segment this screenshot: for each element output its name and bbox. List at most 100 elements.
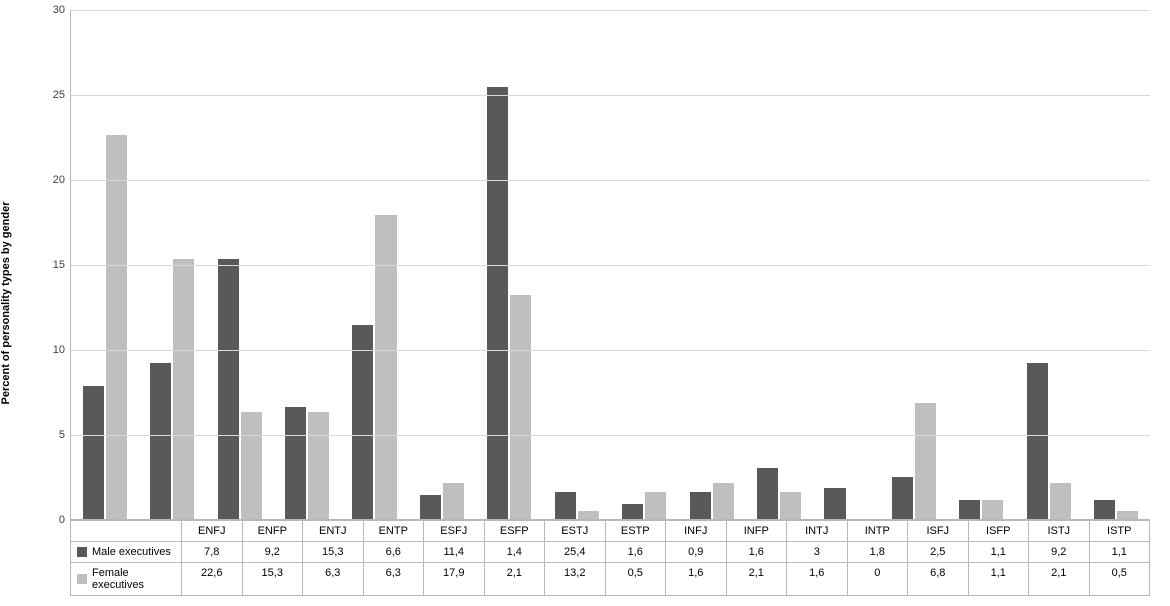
table-value-cell: 0,5 [605, 563, 666, 595]
table-category-cell: ISFJ [907, 521, 968, 541]
bar [285, 407, 306, 519]
bar [578, 511, 599, 520]
table-value-cell: 0,9 [665, 542, 726, 562]
table-category-cell: INFJ [665, 521, 726, 541]
y-axis-label: Percent of personality types by gender [0, 202, 12, 405]
bar [892, 477, 913, 520]
table-category-cell: ISTJ [1028, 521, 1089, 541]
series-name: Male executives [92, 546, 171, 558]
legend-swatch [77, 574, 87, 584]
table-value-cell: 1,6 [605, 542, 666, 562]
table-category-cell: ESTP [605, 521, 666, 541]
y-tick-label: 10 [53, 344, 65, 356]
table-value-cell: 2,1 [726, 563, 787, 595]
gridline [71, 10, 1150, 11]
table-value-cell: 0,5 [1089, 563, 1150, 595]
bar [487, 87, 508, 519]
table-value-cell: 6,8 [907, 563, 968, 595]
table-category-cell: ENTJ [302, 521, 363, 541]
bar [713, 483, 734, 519]
table-value-cell: 1,4 [484, 542, 545, 562]
table-value-cell: 1,6 [665, 563, 726, 595]
table-value-cell: 2,5 [907, 542, 968, 562]
bar [308, 412, 329, 519]
table-category-cell: ISTP [1089, 521, 1150, 541]
bar [915, 403, 936, 519]
table-value-cell: 0 [847, 563, 908, 595]
bar [555, 492, 576, 519]
legend-swatch [77, 547, 87, 557]
gridline [71, 265, 1150, 266]
table-value-cell: 1,1 [1089, 542, 1150, 562]
bar [83, 386, 104, 519]
bar [352, 325, 373, 519]
gridline [71, 180, 1150, 181]
bar [218, 259, 239, 519]
table-row: Female executives22,615,36,36,317,92,113… [71, 562, 1149, 595]
table-category-cell: INTJ [786, 521, 847, 541]
y-tick-label: 30 [53, 4, 65, 16]
table-value-cell: 2,1 [484, 563, 545, 595]
bar [375, 215, 396, 519]
table-category-cell: ENFP [242, 521, 303, 541]
table-series-header: Female executives [71, 563, 181, 595]
table-value-cell: 17,9 [423, 563, 484, 595]
bar [780, 492, 801, 519]
table-category-cell: INFP [726, 521, 787, 541]
table-category-cell: ESTJ [544, 521, 605, 541]
bar [420, 495, 441, 519]
table-value-cell: 9,2 [242, 542, 303, 562]
table-value-cell: 6,6 [363, 542, 424, 562]
table-category-cell: ENTP [363, 521, 424, 541]
bar [690, 492, 711, 519]
bar [959, 500, 980, 519]
bar [757, 468, 778, 519]
table-value-cell: 15,3 [242, 563, 303, 595]
bar [824, 488, 845, 519]
table-value-cell: 2,1 [1028, 563, 1089, 595]
series-name: Female executives [92, 567, 179, 591]
table-category-cell: ENFJ [181, 521, 242, 541]
table-value-cell: 1,1 [968, 563, 1029, 595]
bar [241, 412, 262, 519]
bar [1027, 363, 1048, 519]
table-value-cell: 13,2 [544, 563, 605, 595]
table-category-cell: INTP [847, 521, 908, 541]
gridline [71, 95, 1150, 96]
table-value-cell: 1,1 [968, 542, 1029, 562]
table-value-cell: 3 [786, 542, 847, 562]
bar [1050, 483, 1071, 519]
y-tick-label: 5 [59, 429, 65, 441]
y-tick-label: 25 [53, 89, 65, 101]
table-category-cell: ESFJ [423, 521, 484, 541]
y-tick-label: 20 [53, 174, 65, 186]
y-tick-label: 15 [53, 259, 65, 271]
bar [1117, 511, 1138, 520]
table-value-cell: 6,3 [302, 563, 363, 595]
table-value-cell: 7,8 [181, 542, 242, 562]
bar [173, 259, 194, 519]
table-row: Male executives7,89,215,36,611,41,425,41… [71, 541, 1149, 562]
table-corner-cell [71, 521, 181, 541]
bar [1094, 500, 1115, 519]
chart-container: Percent of personality types by gender 0… [0, 0, 1170, 606]
bar [106, 135, 127, 519]
table-value-cell: 9,2 [1028, 542, 1089, 562]
bar [982, 500, 1003, 519]
table-value-cell: 25,4 [544, 542, 605, 562]
table-category-cell: ISFP [968, 521, 1029, 541]
table-value-cell: 22,6 [181, 563, 242, 595]
table-value-cell: 1,8 [847, 542, 908, 562]
table-value-cell: 15,3 [302, 542, 363, 562]
table-value-cell: 1,6 [786, 563, 847, 595]
gridline [71, 435, 1150, 436]
table-value-cell: 11,4 [423, 542, 484, 562]
table-value-cell: 6,3 [363, 563, 424, 595]
data-table: ENFJENFPENTJENTPESFJESFPESTJESTPINFJINFP… [70, 520, 1150, 596]
table-value-cell: 1,6 [726, 542, 787, 562]
bar [150, 363, 171, 519]
gridline [71, 350, 1150, 351]
table-series-header: Male executives [71, 542, 181, 562]
table-row: ENFJENFPENTJENTPESFJESFPESTJESTPINFJINFP… [71, 521, 1149, 541]
y-tick-label: 0 [59, 514, 65, 526]
